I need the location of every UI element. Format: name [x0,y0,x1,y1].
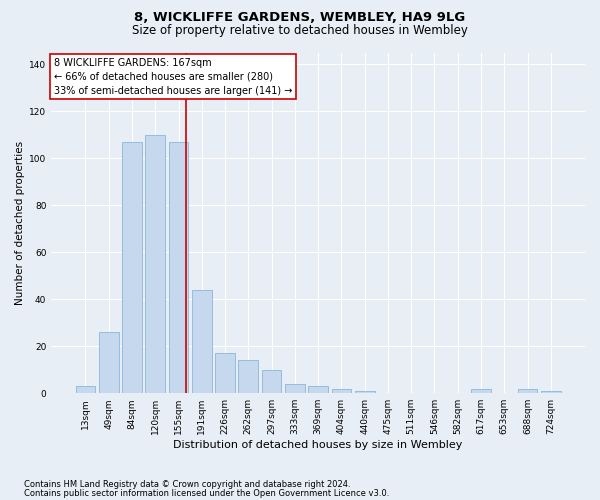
Bar [285,384,305,393]
Bar [518,388,538,393]
Bar [76,386,95,393]
Bar [332,388,352,393]
Text: Contains public sector information licensed under the Open Government Licence v3: Contains public sector information licen… [24,490,389,498]
Bar [192,290,212,393]
Text: Size of property relative to detached houses in Wembley: Size of property relative to detached ho… [132,24,468,37]
Bar [308,386,328,393]
Bar [215,354,235,393]
Bar [262,370,281,393]
Bar [145,134,165,393]
Bar [541,391,561,393]
Bar [355,391,374,393]
Text: Contains HM Land Registry data © Crown copyright and database right 2024.: Contains HM Land Registry data © Crown c… [24,480,350,489]
Bar [169,142,188,393]
Bar [471,388,491,393]
Bar [238,360,258,393]
Y-axis label: Number of detached properties: Number of detached properties [15,141,25,305]
Text: 8, WICKLIFFE GARDENS, WEMBLEY, HA9 9LG: 8, WICKLIFFE GARDENS, WEMBLEY, HA9 9LG [134,11,466,24]
Text: 8 WICKLIFFE GARDENS: 167sqm
← 66% of detached houses are smaller (280)
33% of se: 8 WICKLIFFE GARDENS: 167sqm ← 66% of det… [54,58,292,96]
X-axis label: Distribution of detached houses by size in Wembley: Distribution of detached houses by size … [173,440,463,450]
Bar [99,332,119,393]
Bar [122,142,142,393]
